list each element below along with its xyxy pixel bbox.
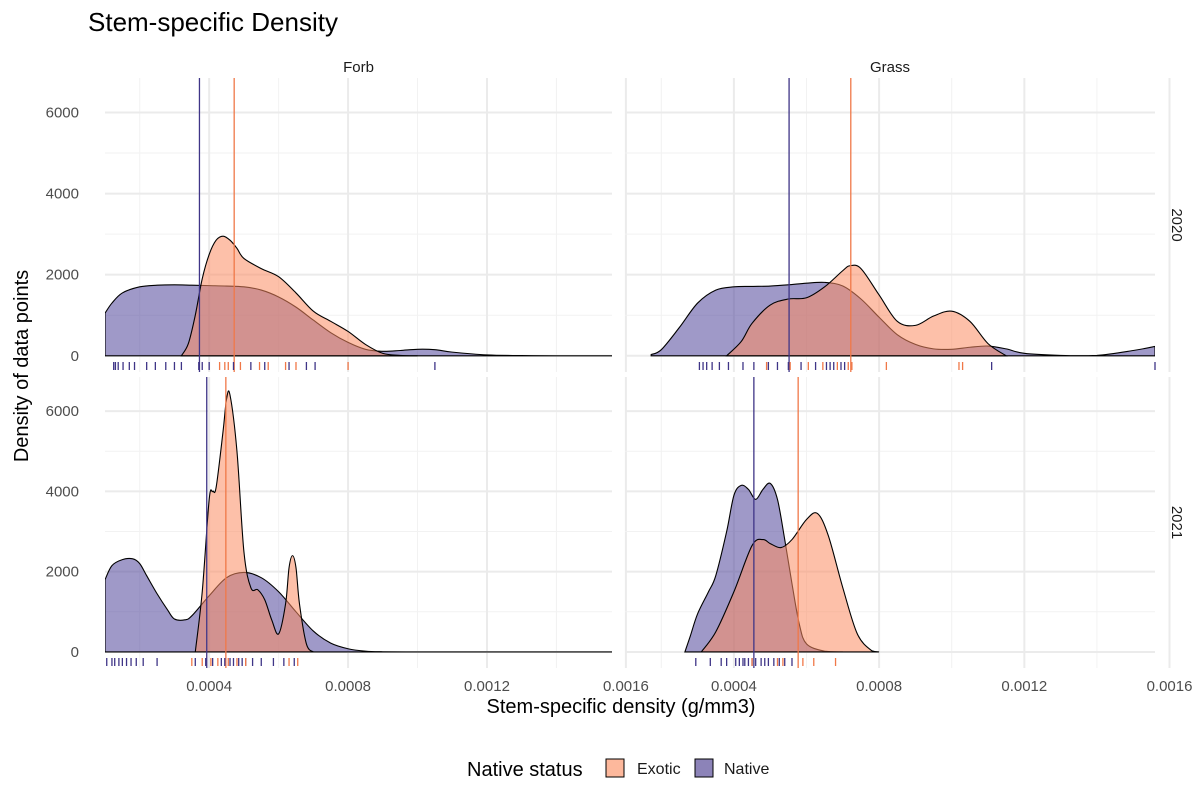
y-tick-label: 0 (71, 348, 79, 365)
density-areas (650, 264, 1155, 357)
x-tick-label: 0.0004 (186, 678, 232, 695)
chart-title: Stem-specific Density (88, 7, 338, 37)
y-axis-title: Density of data points (11, 270, 33, 462)
y-tick-label: 0 (71, 644, 79, 661)
density-areas (105, 235, 612, 357)
y-tick-label: 4000 (46, 483, 79, 500)
density-exotic (725, 264, 1008, 357)
x-tick-label: 0.0016 (603, 678, 649, 695)
facet-strip-grass: Grass (870, 59, 910, 76)
facet-strip-2020: 2020 (1168, 208, 1185, 241)
density-exotic (180, 235, 418, 357)
panels: Forb Grass 2020 2021 0 2000 4000 6000 0 2000 4000 6… (46, 59, 1193, 695)
legend-key-native (694, 758, 714, 778)
x-tick-label: 0.0008 (325, 678, 371, 695)
y-tick-label: 2000 (46, 564, 79, 581)
panel-grass-2020 (625, 78, 1171, 372)
x-tick-label: 0.0012 (464, 678, 510, 695)
facet-strip-2021: 2021 (1168, 506, 1185, 539)
y-tick-label: 2000 (46, 267, 79, 284)
x-tick-label: 0.0012 (1001, 678, 1047, 695)
density-areas (684, 482, 880, 653)
legend-label-native: Native (724, 761, 769, 778)
legend-label-exotic: Exotic (637, 761, 681, 778)
y-tick-label: 4000 (46, 186, 79, 203)
x-axis-title: Stem-specific density (g/mm3) (487, 696, 756, 718)
gridlines (625, 377, 1171, 668)
facet-strip-forb: Forb (343, 59, 374, 76)
x-tick-label: 0.0016 (1147, 678, 1193, 695)
panel-forb-2020: 0 2000 4000 6000 (46, 78, 627, 372)
y-tick-label: 6000 (46, 403, 79, 420)
density-exotic (700, 512, 880, 653)
x-tick-label: 0.0008 (856, 678, 902, 695)
legend: Native status Exotic Native (467, 758, 769, 781)
panel-forb-2021: 0 2000 4000 6000 0.0004 0.0008 0.0012 0.0016 (46, 377, 649, 695)
y-tick-label: 6000 (46, 104, 79, 121)
density-areas (105, 390, 612, 653)
x-tick-label: 0.0004 (711, 678, 757, 695)
legend-key-exotic (605, 758, 625, 778)
legend-title: Native status (467, 759, 583, 781)
panel-grass-2021: 0.0004 0.0008 0.0012 0.0016 (625, 377, 1192, 695)
density-exotic (194, 390, 315, 653)
